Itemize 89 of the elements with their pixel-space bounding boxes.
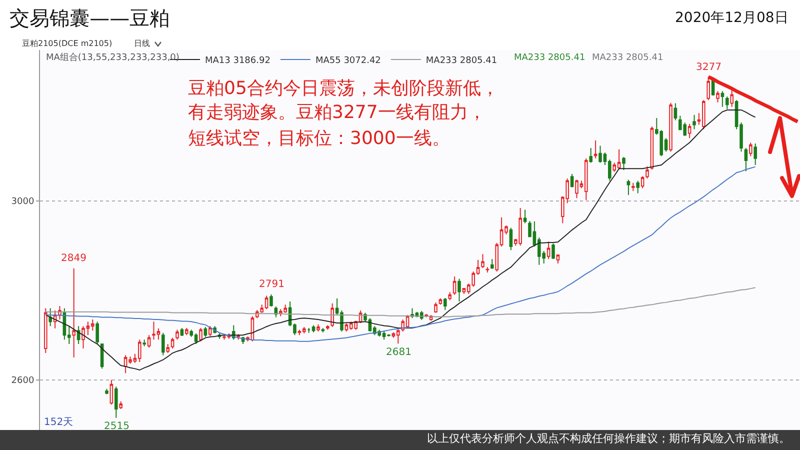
annotation: 有走弱迹象。豆粕3277一线有阻力， [188, 102, 486, 123]
candlestick [48, 308, 52, 327]
candlestick [96, 321, 99, 345]
candlestick [570, 173, 574, 188]
candlestick [72, 268, 76, 358]
candlestick [730, 89, 734, 108]
candlestick [330, 302, 334, 328]
candlestick [184, 327, 188, 336]
candlestick [716, 90, 720, 103]
candlestick [321, 327, 325, 333]
candlestick [486, 266, 490, 273]
candlestick [438, 298, 442, 306]
y-tick-label: 3000 [11, 196, 34, 207]
candlestick [594, 140, 598, 159]
legend-label: MA55 3072.42 [315, 56, 381, 66]
candlestick [119, 400, 122, 410]
candlestick [204, 326, 208, 338]
candlestick [326, 324, 330, 330]
legend-label: MA233 2805.41 [426, 56, 498, 66]
candlestick [589, 148, 592, 164]
annotation: 2849 [61, 253, 86, 264]
candlestick [523, 209, 527, 224]
annotation: 2515 [104, 421, 130, 432]
candlestick [105, 388, 108, 395]
candlestick [452, 276, 456, 296]
candlestick [90, 318, 94, 332]
candlestick [44, 308, 48, 354]
candlestick [448, 292, 452, 301]
candlestick [720, 90, 724, 108]
candlestick [443, 297, 447, 311]
candlestick [302, 326, 306, 334]
candlestick [208, 326, 212, 337]
annotation: 2681 [386, 347, 412, 358]
candlestick [458, 278, 461, 302]
candlestick [688, 123, 692, 139]
candlestick [161, 332, 165, 356]
candlestick [180, 327, 184, 337]
candlestick [307, 327, 310, 334]
line-series [45, 287, 756, 318]
candlestick [138, 339, 142, 362]
candlestick [114, 386, 118, 418]
candlestick [626, 179, 630, 196]
candlestick [490, 258, 494, 270]
annotation: 2791 [259, 279, 284, 290]
candlestick [744, 148, 748, 172]
candlestick [110, 379, 114, 405]
annotation: 152天 [44, 417, 74, 428]
candlestick [706, 76, 710, 101]
candlestick [316, 324, 320, 332]
line-series [45, 166, 756, 342]
chart-title: 交易锦囊——豆粕 [10, 6, 170, 30]
text: 日线 [134, 39, 150, 48]
candlestick [509, 227, 513, 251]
candlestick [270, 294, 273, 307]
text: 以上仅代表分析师个人观点不构成任何操作建议；期市有风险入市需谨慎。 [427, 432, 790, 445]
candlestick [632, 182, 635, 192]
candlestick [552, 242, 555, 260]
candlestick [636, 180, 640, 194]
chart-subtitle: 2020年12月08日 [675, 10, 788, 26]
candlestick [147, 334, 151, 348]
annotation: 3277 [696, 62, 722, 73]
candlestick [640, 176, 644, 189]
candlestick [142, 339, 146, 347]
candlestick [176, 329, 179, 340]
annotation: MA233 2805.41 [592, 53, 664, 63]
candlestick [396, 329, 400, 344]
candlestick [556, 254, 560, 264]
candlestick [312, 324, 316, 333]
candlestick [726, 96, 729, 110]
candlestick [646, 166, 649, 179]
legend-label: MA13 3186.92 [205, 56, 270, 66]
candlestick [199, 327, 202, 342]
annotation: 豆粕05合约今日震荡，未创阶段新低， [188, 78, 499, 99]
y-tick-label: 2600 [11, 376, 34, 386]
candlestick [692, 114, 696, 130]
candlestick [622, 156, 626, 170]
candlestick [754, 143, 757, 166]
candlestick [434, 302, 438, 314]
annotation: 短线试空，目标位：3000一线。 [188, 128, 450, 149]
candlestick [674, 102, 678, 121]
candlestick [76, 326, 80, 345]
candlestick [669, 102, 672, 152]
candlestick [481, 254, 484, 268]
text: 豆粕2105(DCE m2105) [22, 39, 112, 48]
candlestick [749, 142, 752, 157]
annotation: MA组合(13,55,233,233,233,0) [46, 52, 180, 63]
candlestick [546, 241, 550, 260]
annotation: MA233 2805.41 [514, 53, 586, 63]
line-series [706, 75, 800, 124]
